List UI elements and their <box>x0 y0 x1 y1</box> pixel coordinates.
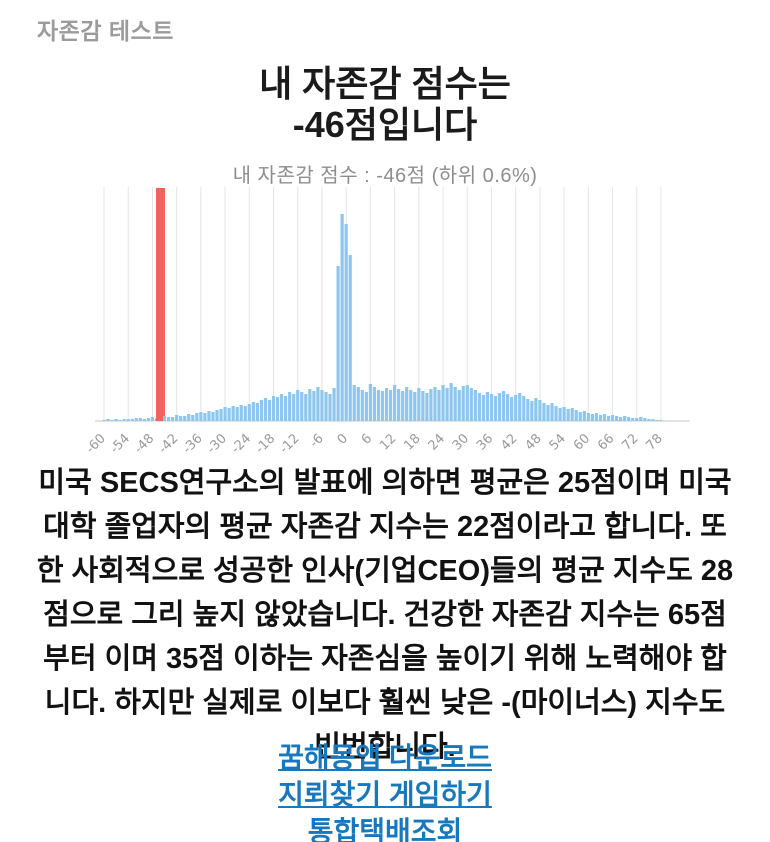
svg-text:0: 0 <box>335 431 351 447</box>
result-heading-line1: 내 자존감 점수는 <box>259 63 511 104</box>
link-parcel-tracking[interactable]: 통합택배조회 <box>307 815 463 842</box>
svg-text:-24: -24 <box>229 431 255 457</box>
score-distribution-histogram: -60-54-48-42-36-30-24-18-12 -6 0 6 12 18 24 30 3… <box>83 187 690 457</box>
svg-text:66: 66 <box>595 431 617 453</box>
svg-text:-60: -60 <box>83 431 109 457</box>
svg-text:48: 48 <box>522 431 544 453</box>
svg-text:54: 54 <box>547 431 569 453</box>
page-title: 자존감 테스트 <box>37 18 174 44</box>
svg-text:-54: -54 <box>107 431 133 457</box>
svg-text:6: 6 <box>359 431 375 447</box>
svg-text:78: 78 <box>644 431 666 453</box>
svg-text:-36: -36 <box>180 431 206 457</box>
svg-text:42: 42 <box>498 431 520 453</box>
svg-text:12: 12 <box>377 431 399 453</box>
svg-text:30: 30 <box>450 431 472 453</box>
result-heading-line2: -46점입니다 <box>292 103 478 145</box>
svg-text:18: 18 <box>401 431 423 453</box>
description-paragraph: 미국 SECS연구소의 발표에 의하면 평균은 25점이며 미국 대학 졸업자의… <box>36 467 734 764</box>
svg-text:-12: -12 <box>277 431 303 457</box>
svg-text:-42: -42 <box>156 431 182 457</box>
svg-text:36: 36 <box>474 431 496 453</box>
svg-text:-6: -6 <box>307 431 327 451</box>
svg-text:-48: -48 <box>132 431 158 457</box>
svg-text:72: 72 <box>619 431 641 453</box>
footer-links: 꿈해몽앱 다운로드 지뢰찾기 게임하기 통합택배조회 <box>0 740 770 842</box>
link-minesweeper-game[interactable]: 지뢰찾기 게임하기 <box>278 778 492 810</box>
svg-text:-30: -30 <box>204 431 230 457</box>
svg-text:60: 60 <box>571 431 593 453</box>
result-heading: 내 자존감 점수는 -46점입니다 <box>0 63 770 145</box>
svg-text:24: 24 <box>426 431 448 453</box>
svg-text:-18: -18 <box>253 431 279 457</box>
link-dream-app-download[interactable]: 꿈해몽앱 다운로드 <box>278 742 492 773</box>
chart-subtitle: 내 자존감 점수 : -46점 (하위 0.6%) <box>232 165 538 187</box>
